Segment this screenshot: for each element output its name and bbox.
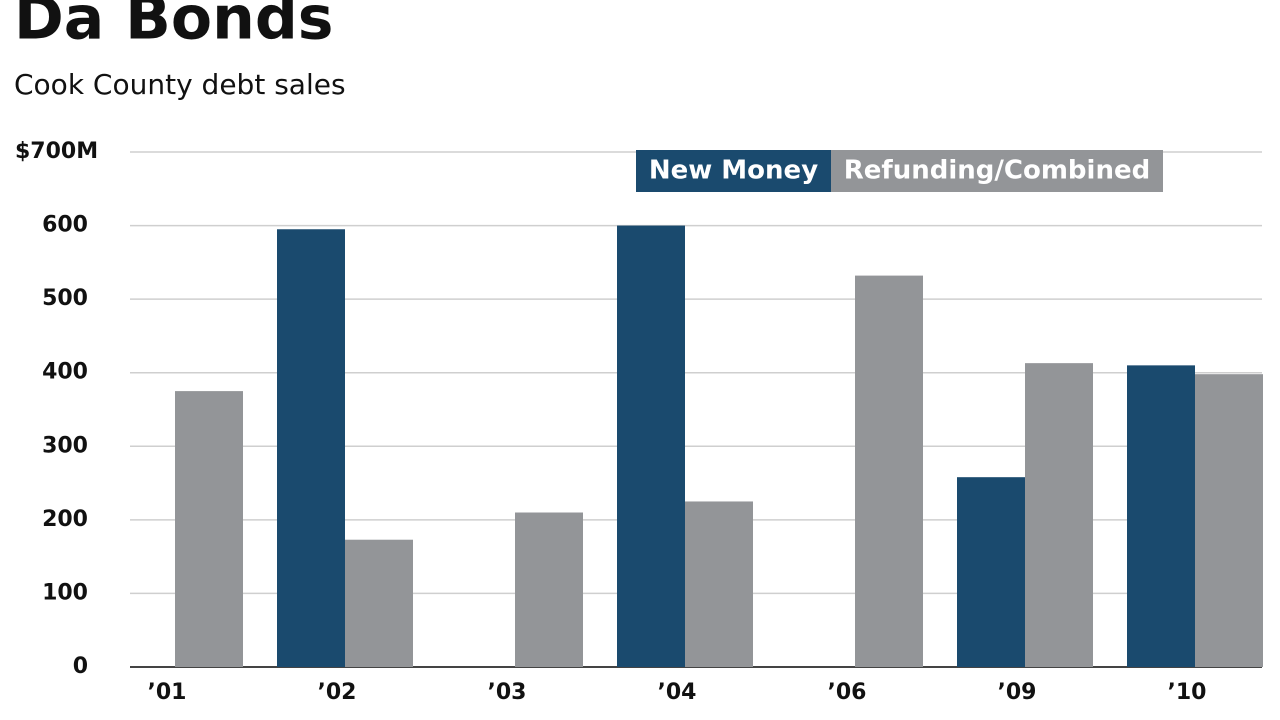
- x-tick-label: ’03: [488, 680, 527, 705]
- bar: [855, 275, 923, 667]
- chart-title: Da Bonds: [14, 0, 334, 54]
- bar: [685, 501, 753, 667]
- x-tick-label: ’04: [658, 680, 697, 705]
- x-tick-label: ’09: [998, 680, 1037, 705]
- x-tick-label: ’02: [318, 680, 357, 705]
- y-tick-label: 400: [42, 360, 88, 385]
- y-tick-label: 600: [42, 213, 88, 238]
- y-tick-label: 200: [42, 507, 88, 532]
- legend-label: New Money: [649, 156, 818, 186]
- bar: [617, 225, 685, 668]
- y-tick-label: 300: [42, 433, 88, 458]
- bar: [175, 391, 243, 667]
- chart-subtitle: Cook County debt sales: [14, 68, 346, 101]
- legend-swatch: [636, 150, 831, 192]
- y-tick-label: 0: [73, 654, 88, 679]
- y-tick-label: 100: [42, 580, 88, 605]
- bar: [277, 229, 345, 667]
- bar: [1025, 363, 1093, 667]
- bar: [515, 512, 583, 667]
- bar: [957, 477, 1025, 667]
- y-tick-label: $700M: [15, 139, 98, 164]
- x-tick-label: ’06: [828, 680, 867, 705]
- legend-swatch: [831, 150, 1163, 192]
- bar: [345, 539, 413, 667]
- x-tick-label: ’10: [1168, 680, 1207, 705]
- bar: [1195, 374, 1263, 667]
- bar: [1127, 365, 1195, 667]
- y-tick-label: 500: [42, 286, 88, 311]
- x-tick-label: ’01: [148, 680, 187, 705]
- legend-label: Refunding/Combined: [844, 156, 1150, 186]
